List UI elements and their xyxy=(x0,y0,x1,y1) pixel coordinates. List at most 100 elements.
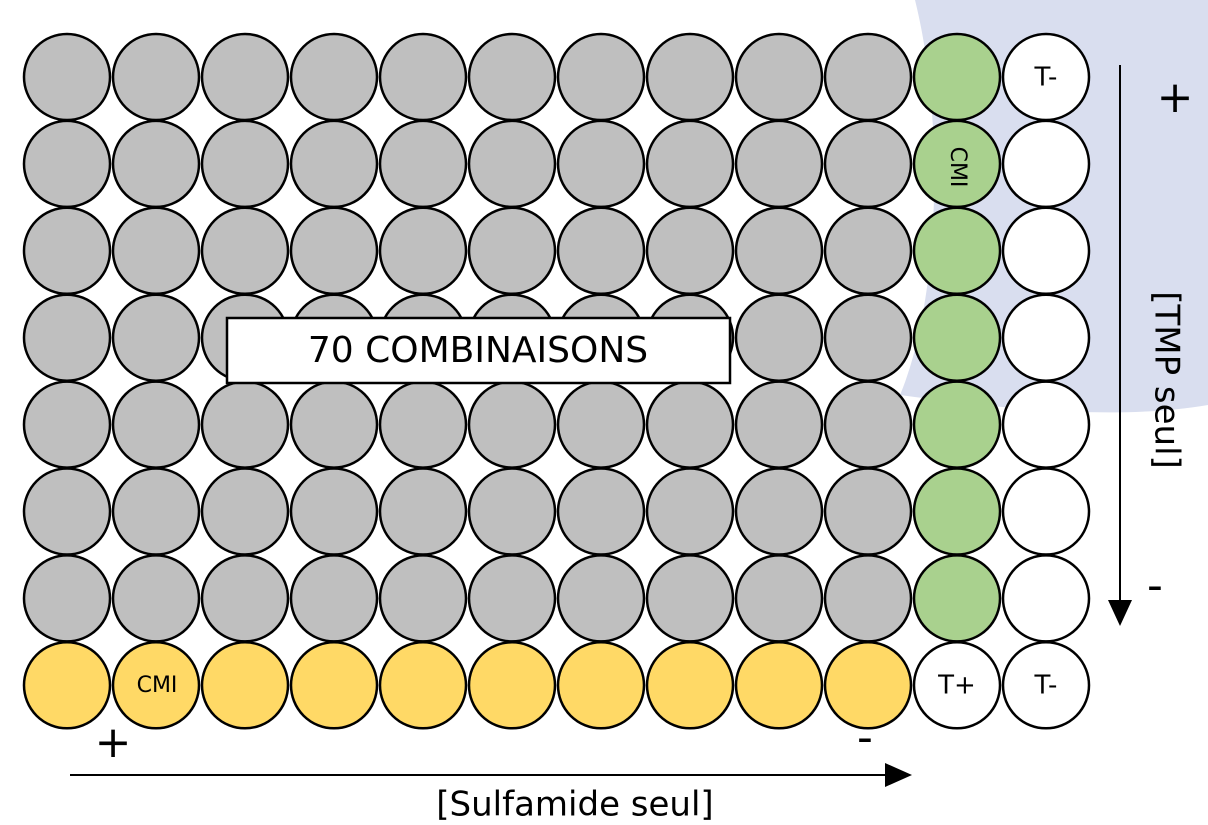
well xyxy=(289,380,379,469)
well xyxy=(1001,119,1091,209)
well xyxy=(22,206,112,296)
well xyxy=(22,380,112,469)
well xyxy=(734,206,824,296)
well xyxy=(912,206,1002,296)
well xyxy=(734,293,824,382)
well xyxy=(912,380,1002,469)
well xyxy=(912,467,1002,556)
well xyxy=(1001,293,1091,382)
well xyxy=(111,641,201,730)
well xyxy=(645,32,735,122)
well xyxy=(1001,554,1091,643)
well xyxy=(200,206,290,296)
well xyxy=(823,380,913,469)
x-end: - xyxy=(857,712,873,763)
well xyxy=(22,467,112,556)
well xyxy=(22,119,112,209)
well xyxy=(556,380,646,469)
well xyxy=(734,467,824,556)
well xyxy=(912,32,1002,122)
label-box xyxy=(225,316,732,385)
well xyxy=(556,206,646,296)
well xyxy=(556,554,646,643)
well xyxy=(111,119,201,209)
y-start: + xyxy=(1157,72,1194,123)
well xyxy=(289,119,379,209)
well xyxy=(1001,641,1091,730)
well xyxy=(22,32,112,122)
well xyxy=(289,206,379,296)
well xyxy=(823,554,913,643)
well xyxy=(645,641,735,730)
well xyxy=(22,641,112,730)
y-arrowhead xyxy=(1108,600,1132,626)
well xyxy=(645,380,735,469)
well xyxy=(378,206,468,296)
well xyxy=(111,380,201,469)
well xyxy=(200,554,290,643)
well xyxy=(111,467,201,556)
y-end: - xyxy=(1147,560,1163,611)
well xyxy=(289,467,379,556)
well xyxy=(467,467,557,556)
well xyxy=(556,641,646,730)
well xyxy=(378,32,468,122)
well-label: T- xyxy=(1034,63,1058,93)
well xyxy=(200,467,290,556)
well xyxy=(111,32,201,122)
well-label: T- xyxy=(1034,671,1058,701)
well xyxy=(734,554,824,643)
well xyxy=(556,32,646,122)
well xyxy=(378,554,468,643)
y-label: [TMP seul] xyxy=(1147,291,1187,469)
well xyxy=(823,32,913,122)
well xyxy=(645,119,735,209)
well xyxy=(1001,206,1091,296)
well xyxy=(111,293,201,382)
well xyxy=(823,119,913,209)
well xyxy=(200,32,290,122)
well xyxy=(467,554,557,643)
well xyxy=(111,554,201,643)
well xyxy=(378,119,468,209)
well xyxy=(200,641,290,730)
well xyxy=(200,119,290,209)
well xyxy=(645,206,735,296)
well xyxy=(556,119,646,209)
well xyxy=(1001,380,1091,469)
well xyxy=(111,206,201,296)
well-label: T+ xyxy=(937,671,976,701)
well xyxy=(22,293,112,382)
well xyxy=(22,554,112,643)
well xyxy=(467,119,557,209)
well xyxy=(734,32,824,122)
well xyxy=(289,554,379,643)
well xyxy=(645,467,735,556)
x-start: + xyxy=(95,717,132,768)
well xyxy=(823,293,913,382)
well xyxy=(378,641,468,730)
well xyxy=(467,380,557,469)
well xyxy=(1001,467,1091,556)
well xyxy=(734,119,824,209)
well xyxy=(823,641,913,730)
well xyxy=(378,467,468,556)
well xyxy=(823,206,913,296)
well xyxy=(912,641,1002,730)
x-label: [Sulfamide seul] xyxy=(436,785,713,825)
well xyxy=(378,380,468,469)
box-label: 70 COMBINAISONS xyxy=(308,330,648,371)
x-arrowhead xyxy=(885,763,912,787)
well xyxy=(645,554,735,643)
well xyxy=(289,641,379,730)
well xyxy=(200,380,290,469)
well xyxy=(823,467,913,556)
well-label: CMI xyxy=(137,673,178,698)
well xyxy=(467,32,557,122)
well xyxy=(734,641,824,730)
well-label: CMI xyxy=(945,147,970,188)
well xyxy=(467,206,557,296)
well xyxy=(734,380,824,469)
well xyxy=(556,467,646,556)
